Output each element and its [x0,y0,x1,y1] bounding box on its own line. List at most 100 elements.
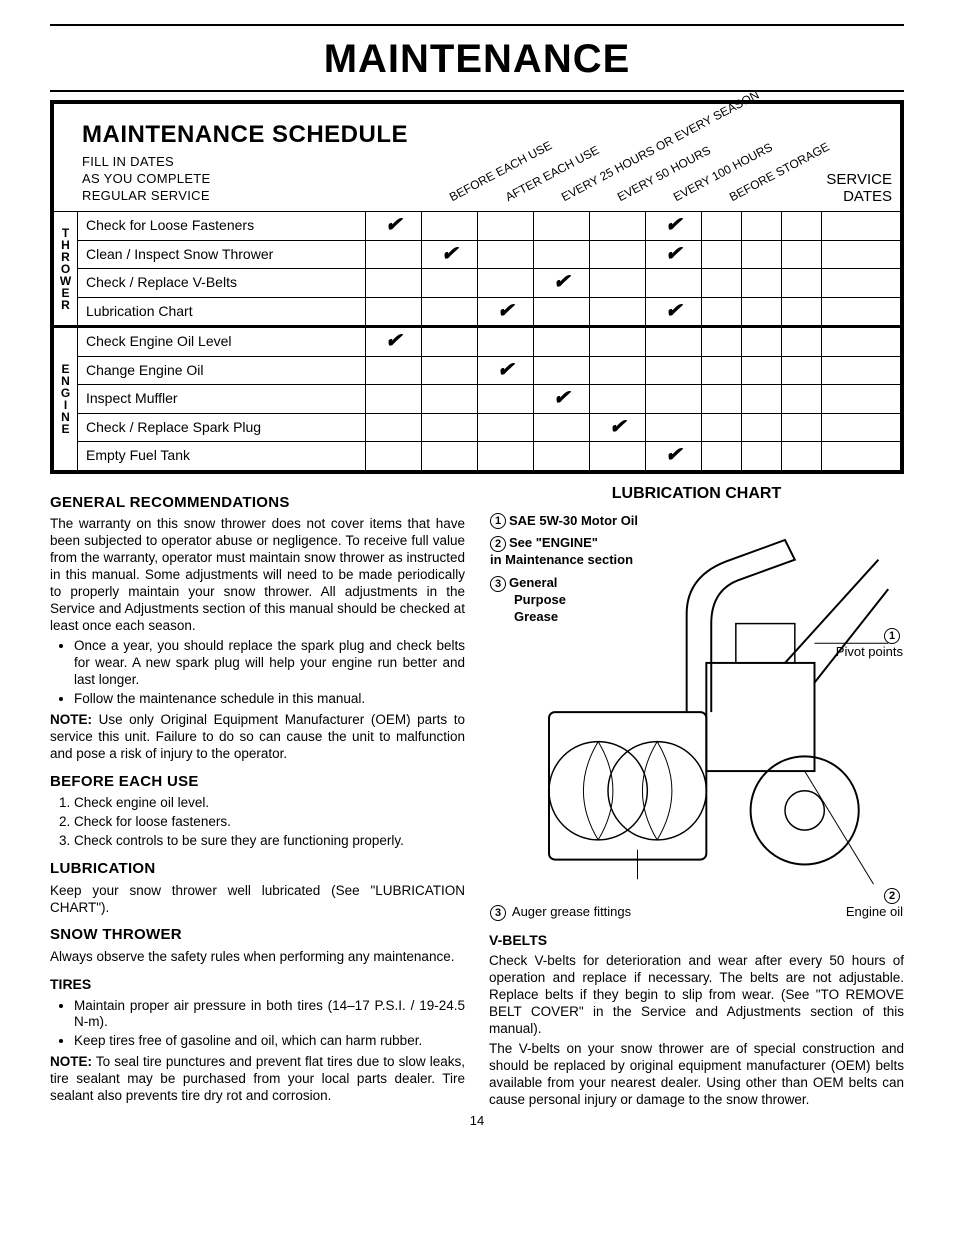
check-cell: ✔ [646,241,702,269]
vbelts-heading: V-BELTS [489,932,904,950]
service-date-cell [702,357,742,385]
check-cell [422,385,478,413]
task-cell: Check Engine Oil Level [78,328,366,356]
service-date-cell [782,298,822,326]
service-date-cell [742,357,782,385]
check-cell [534,442,590,470]
check-cell [478,414,534,442]
check-cell [534,241,590,269]
check-cell [422,357,478,385]
check-cell [366,442,422,470]
service-date-cell [822,357,900,385]
service-date-cell [702,414,742,442]
schedule-row: Check Engine Oil Level✔ [78,328,900,356]
service-date-cell [822,442,900,470]
task-cell: Check / Replace Spark Plug [78,414,366,442]
check-cell [478,241,534,269]
checkmark-icon: ✔ [609,415,626,440]
service-date-cell [742,269,782,297]
snow-thrower-heading: SNOW THROWER [50,926,465,945]
schedule-row: Clean / Inspect Snow Thrower ✔ ✔ [78,240,900,269]
task-cell: Empty Fuel Tank [78,442,366,470]
check-cell [590,328,646,356]
lubrication-text: Keep your snow thrower well lubricated (… [50,883,465,917]
check-cell [366,269,422,297]
task-cell: Clean / Inspect Snow Thrower [78,241,366,269]
service-date-cell [702,298,742,326]
service-date-cell [702,269,742,297]
check-cell [590,357,646,385]
checkmark-icon: ✔ [441,242,458,267]
check-cell [478,212,534,240]
service-date-cell [822,241,900,269]
check-cell [366,298,422,326]
check-cell [590,442,646,470]
check-cell [646,328,702,356]
maintenance-schedule-table: MAINTENANCE SCHEDULE FILL IN DATES AS YO… [50,100,904,474]
check-cell [590,298,646,326]
service-date-cell [742,298,782,326]
vbelts-p1: Check V-belts for deterioration and wear… [489,953,904,1037]
service-date-cell [742,212,782,240]
schedule-row: Check for Loose Fasteners✔✔ [78,212,900,240]
service-date-cell [702,385,742,413]
checkmark-icon: ✔ [665,242,682,267]
check-cell [478,269,534,297]
tires-li-1: Maintain proper air pressure in both tir… [74,998,465,1032]
checkmark-icon: ✔ [497,299,514,324]
check-cell: ✔ [534,385,590,413]
check-cell [646,414,702,442]
check-cell [646,269,702,297]
general-li-2: Follow the maintenance schedule in this … [74,691,465,708]
checkmark-icon: ✔ [665,299,682,324]
check-cell: ✔ [478,298,534,326]
schedule-row: Check / Replace Spark Plug ✔ [78,413,900,442]
task-cell: Check / Replace V-Belts [78,269,366,297]
check-cell: ✔ [366,212,422,240]
general-rec-text: The warranty on this snow thrower does n… [50,516,465,634]
check-cell [534,298,590,326]
task-cell: Lubrication Chart [78,298,366,326]
service-date-cell [782,212,822,240]
check-cell [422,298,478,326]
snow-thrower-text: Always observe the safety rules when per… [50,949,465,966]
group-label: ENGINE [54,328,78,470]
check-cell [590,241,646,269]
check-cell [422,269,478,297]
check-cell: ✔ [590,414,646,442]
checkmark-icon: ✔ [497,358,514,383]
task-cell: Check for Loose Fasteners [78,212,366,240]
fill-in-2: AS YOU COMPLETE [82,171,211,186]
general-li-1: Once a year, you should replace the spar… [74,638,465,689]
service-date-cell [702,442,742,470]
schedule-col-header: EVERY 100 HOURS [671,140,775,205]
service-date-cell [782,241,822,269]
checkmark-icon: ✔ [385,213,402,238]
service-date-cell [702,328,742,356]
vbelts-p2: The V-belts on your snow thrower are of … [489,1041,904,1109]
service-date-cell [742,241,782,269]
schedule-row: Change Engine Oil✔ [78,356,900,385]
schedule-row: Check / Replace V-Belts ✔ [78,268,900,297]
fill-in-1: FILL IN DATES [82,154,174,169]
checkmark-icon: ✔ [553,270,570,295]
check-cell: ✔ [366,328,422,356]
schedule-row: Lubrication Chart ✔ ✔ [78,297,900,326]
note-2: NOTE: To seal tire punctures and prevent… [50,1054,465,1105]
schedule-row: Empty Fuel Tank ✔ [78,441,900,470]
check-cell [366,385,422,413]
service-date-cell [822,328,900,356]
service-date-cell [702,241,742,269]
check-cell [478,328,534,356]
check-cell [422,414,478,442]
check-cell [534,414,590,442]
lubrication-heading: LUBRICATION [50,860,465,879]
tires-heading: TIRES [50,976,465,994]
service-date-cell [782,414,822,442]
checkmark-icon: ✔ [665,443,682,468]
lubrication-chart-diagram: 1SAE 5W-30 Motor Oil 2See "ENGINE" in Ma… [489,512,904,922]
service-date-cell [782,269,822,297]
check-cell: ✔ [422,241,478,269]
service-date-cell [822,269,900,297]
service-date-cell [822,414,900,442]
